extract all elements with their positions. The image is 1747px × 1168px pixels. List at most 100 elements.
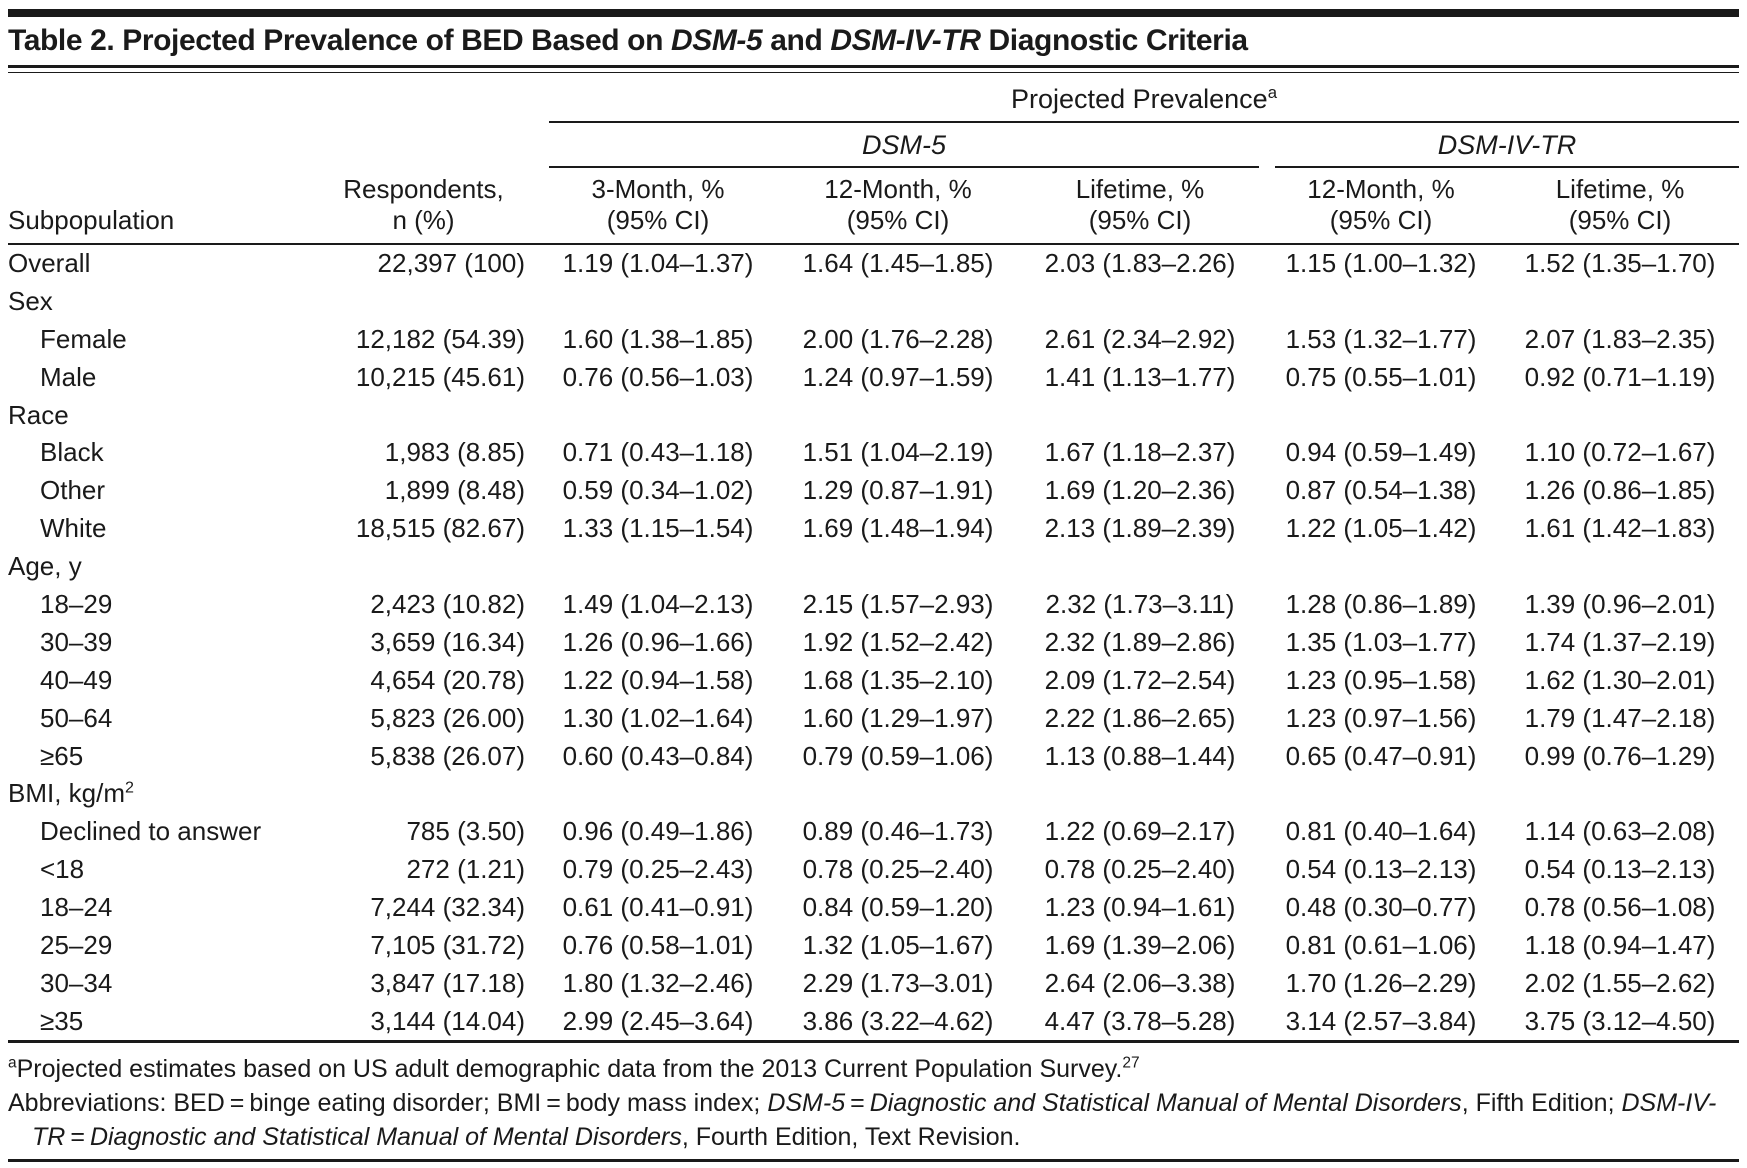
cell-dsmivtr-12month: 3.14 (2.57–3.84)	[1285, 1005, 1477, 1036]
cell-dsm5-3month: 0.61 (0.41–0.91)	[562, 892, 754, 923]
cell-dsm5-3month	[539, 548, 777, 586]
cell-dsmivtr-12month: 1.53 (1.32–1.77)	[1285, 323, 1477, 354]
section-row: Race	[8, 396, 1739, 434]
dsmivtr-group-header-cell: DSM-IV-TR	[1261, 123, 1740, 168]
cell-respondents: 12,182 (54.39)	[355, 323, 525, 354]
cell-dsmivtr-12month: 1.23 (0.95–1.58)	[1285, 664, 1477, 695]
cell-dsm5-3month: 1.80 (1.32–2.46)	[562, 967, 754, 998]
cell-dsm5-12month: 1.24 (0.97–1.59)	[802, 361, 994, 392]
table-row: 25–29 7,105 (31.72) 0.76 (0.58–1.01) 1.32 (…	[8, 927, 1739, 965]
table-row: Other 1,899 (8.48) 0.59 (0.34–1.02) 1.29 (0…	[8, 472, 1739, 510]
cell-dsm5-3month: 1.26 (0.96–1.66)	[562, 626, 754, 657]
row-label: Other	[40, 475, 106, 506]
dsm5-group-label: DSM-5	[549, 123, 1259, 168]
column-header-line: Respondents,	[343, 173, 504, 204]
cell-dsm5-3month: 1.49 (1.04–2.13)	[562, 588, 754, 619]
section-row: BMI, kg/m2	[8, 775, 1739, 813]
bottom-rule	[8, 1159, 1739, 1163]
row-label: ≥35	[40, 1005, 84, 1036]
column-header-line: Lifetime, %	[1075, 173, 1205, 204]
column-header-line: 12-Month, %	[824, 173, 972, 204]
projected-prevalence-spanner-row: Projected Prevalencea	[8, 73, 1740, 123]
cell-dsm5-3month	[539, 282, 777, 320]
cell-dsmivtr-lifetime: 1.52 (1.35–1.70)	[1524, 247, 1716, 278]
cell-dsmivtr-12month	[1261, 282, 1501, 320]
cell-dsm5-lifetime: 2.03 (1.83–2.26)	[1044, 247, 1236, 278]
cell-dsm5-3month	[539, 775, 777, 813]
cell-respondents	[308, 548, 539, 586]
projected-prevalence-header-cell: Projected Prevalencea	[539, 73, 1740, 123]
table-row: Declined to answer 785 (3.50) 0.96 (0.49–1…	[8, 813, 1739, 851]
table-row: Overall 22,397 (100) 1.19 (1.04–1.37) 1.64 …	[8, 244, 1739, 283]
row-label: 18–29	[40, 588, 113, 619]
cell-respondents	[308, 775, 539, 813]
row-label: Overall	[8, 247, 91, 278]
cell-dsm5-12month: 3.86 (3.22–4.62)	[802, 1005, 994, 1036]
cell-dsm5-lifetime: 1.69 (1.39–2.06)	[1044, 929, 1236, 960]
row-label: Sex	[8, 285, 53, 316]
cell-dsmivtr-12month: 1.22 (1.05–1.42)	[1285, 513, 1477, 544]
cell-respondents: 10,215 (45.61)	[355, 361, 525, 392]
cell-dsmivtr-12month	[1261, 548, 1501, 586]
projected-prevalence-label: Projected Prevalencea	[549, 73, 1740, 123]
cell-dsm5-lifetime	[1019, 775, 1261, 813]
cell-dsm5-12month: 1.51 (1.04–2.19)	[802, 437, 994, 468]
row-label: 30–39	[40, 626, 113, 657]
footnote-a: aProjected estimates based on US adult d…	[8, 1054, 1140, 1084]
cell-dsm5-12month	[777, 775, 1019, 813]
cell-dsm5-lifetime: 2.61 (2.34–2.92)	[1044, 323, 1236, 354]
cell-dsm5-3month: 1.19 (1.04–1.37)	[562, 247, 754, 278]
cell-dsmivtr-12month: 0.54 (0.13–2.13)	[1285, 854, 1477, 885]
cell-respondents: 2,423 (10.82)	[370, 588, 525, 619]
cell-dsm5-12month: 1.32 (1.05–1.67)	[802, 929, 994, 960]
cell-dsm5-12month: 2.15 (1.57–2.93)	[802, 588, 994, 619]
cell-dsmivtr-12month: 0.81 (0.61–1.06)	[1285, 929, 1477, 960]
table-row: 18–29 2,423 (10.82) 1.49 (1.04–2.13) 2.15 (…	[8, 586, 1739, 624]
cell-dsm5-3month: 1.33 (1.15–1.54)	[562, 513, 754, 544]
table-row: ≥65 5,838 (26.07) 0.60 (0.43–0.84) 0.79 (0.…	[8, 737, 1739, 775]
cell-respondents: 3,847 (17.18)	[370, 967, 525, 998]
cell-dsm5-lifetime: 1.13 (0.88–1.44)	[1044, 740, 1236, 771]
cell-respondents: 7,105 (31.72)	[370, 929, 525, 960]
table-row: 50–64 5,823 (26.00) 1.30 (1.02–1.64) 1.60 (…	[8, 699, 1739, 737]
cell-dsmivtr-lifetime: 1.14 (0.63–2.08)	[1524, 816, 1716, 847]
section-row: Age, y	[8, 548, 1739, 586]
dsm5-group-header-cell: DSM-5	[539, 123, 1261, 168]
cell-dsm5-3month: 0.79 (0.25–2.43)	[562, 854, 754, 885]
row-label: 40–49	[40, 664, 113, 695]
cell-dsmivtr-lifetime: 1.74 (1.37–2.19)	[1524, 626, 1716, 657]
cell-dsmivtr-lifetime: 0.78 (0.56–1.08)	[1524, 892, 1716, 923]
cell-dsm5-lifetime: 1.22 (0.69–2.17)	[1044, 816, 1236, 847]
cell-respondents	[308, 396, 539, 434]
cell-respondents: 4,654 (20.78)	[370, 664, 525, 695]
cell-dsm5-lifetime: 2.09 (1.72–2.54)	[1044, 664, 1236, 695]
cell-dsmivtr-12month: 0.48 (0.30–0.77)	[1285, 892, 1477, 923]
spacer-cell	[8, 123, 539, 168]
cell-respondents	[308, 282, 539, 320]
column-header-line: 12-Month, %	[1307, 173, 1455, 204]
row-label: Male	[40, 361, 97, 392]
cell-dsm5-12month	[777, 396, 1019, 434]
cell-dsmivtr-12month: 0.94 (0.59–1.49)	[1285, 437, 1477, 468]
table-row: 40–49 4,654 (20.78) 1.22 (0.94–1.58) 1.68 (…	[8, 661, 1739, 699]
footnote-abbreviations: Abbreviations: BED = binge eating disord…	[8, 1089, 1717, 1152]
column-header-dsmivtr-lifetime: Lifetime, % (95% CI)	[1501, 167, 1740, 245]
cell-dsm5-lifetime: 2.32 (1.73–3.11)	[1045, 588, 1235, 619]
cell-dsmivtr-lifetime: 1.39 (0.96–2.01)	[1524, 588, 1716, 619]
cell-dsm5-lifetime	[1019, 548, 1261, 586]
row-label: White	[40, 513, 107, 544]
row-label: Age, y	[8, 551, 82, 582]
cell-respondents: 785 (3.50)	[406, 816, 525, 847]
column-header-row: Subpopulation Respondents, n (%) 3-Month,…	[8, 167, 1740, 245]
footnotes: aProjected estimates based on US adult d…	[8, 1043, 1739, 1154]
column-header-dsm5-3month: 3-Month, % (95% CI)	[539, 167, 777, 245]
cell-dsm5-3month: 0.59 (0.34–1.02)	[562, 475, 754, 506]
table-row: Female 12,182 (54.39) 1.60 (1.38–1.85) 2.00…	[8, 320, 1739, 358]
column-header-line: Lifetime, %	[1555, 173, 1685, 204]
cell-dsm5-3month: 0.76 (0.58–1.01)	[562, 929, 754, 960]
cell-respondents: 272 (1.21)	[406, 854, 525, 885]
column-header-subpopulation: Subpopulation	[8, 167, 308, 245]
cell-dsmivtr-12month	[1261, 775, 1501, 813]
section-row: Sex	[8, 282, 1739, 320]
